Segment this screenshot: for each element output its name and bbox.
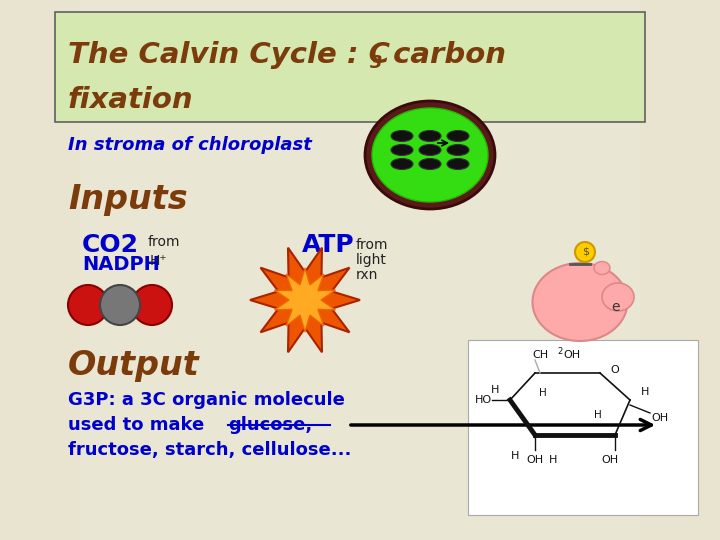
Bar	[468, 340, 698, 515]
Ellipse shape	[419, 145, 441, 156]
Ellipse shape	[372, 108, 488, 202]
Text: from: from	[148, 235, 181, 249]
Text: e: e	[611, 300, 619, 314]
Polygon shape	[274, 268, 336, 332]
Text: fixation: fixation	[68, 86, 194, 114]
Ellipse shape	[447, 131, 469, 141]
Text: fructose, starch, cellulose...: fructose, starch, cellulose...	[68, 441, 351, 459]
Ellipse shape	[419, 131, 441, 141]
Text: ATP: ATP	[302, 233, 355, 257]
Text: light: light	[356, 253, 387, 267]
Text: HO: HO	[474, 395, 492, 405]
Text: OH: OH	[601, 455, 618, 465]
Text: H: H	[594, 410, 602, 420]
Text: H: H	[549, 455, 557, 465]
Text: In stroma of chloroplast: In stroma of chloroplast	[68, 136, 312, 154]
Bar	[80, 0, 640, 540]
Ellipse shape	[391, 131, 413, 141]
Text: O: O	[611, 365, 619, 375]
Text: H: H	[510, 451, 519, 461]
Ellipse shape	[602, 283, 634, 311]
Text: OH: OH	[564, 350, 580, 360]
Circle shape	[575, 242, 595, 262]
Text: carbon: carbon	[383, 41, 506, 69]
Circle shape	[132, 285, 172, 325]
Text: G3P: a 3C organic molecule: G3P: a 3C organic molecule	[68, 391, 345, 409]
Ellipse shape	[365, 101, 495, 209]
Text: H: H	[641, 387, 649, 397]
Text: NADPH: NADPH	[82, 255, 160, 274]
Text: CH: CH	[532, 350, 548, 360]
Ellipse shape	[419, 159, 441, 170]
Polygon shape	[250, 248, 360, 352]
Text: Inputs: Inputs	[68, 184, 188, 217]
Circle shape	[100, 285, 140, 325]
Text: used to make: used to make	[68, 416, 210, 434]
Ellipse shape	[447, 159, 469, 170]
Text: H⁺: H⁺	[150, 254, 168, 268]
Bar	[55, 12, 645, 122]
Text: H: H	[539, 388, 547, 398]
Text: CO2: CO2	[82, 233, 139, 257]
Ellipse shape	[391, 159, 413, 170]
Text: OH: OH	[526, 455, 544, 465]
Ellipse shape	[594, 261, 610, 274]
Circle shape	[68, 285, 108, 325]
Text: $: $	[582, 247, 589, 257]
Text: Output: Output	[68, 348, 199, 381]
Text: 2: 2	[557, 348, 562, 356]
Text: H: H	[491, 385, 499, 395]
Text: rxn: rxn	[356, 268, 379, 282]
Text: The Calvin Cycle : C: The Calvin Cycle : C	[68, 41, 390, 69]
Text: OH: OH	[652, 413, 669, 423]
Text: glucose,: glucose,	[228, 416, 312, 434]
Text: from: from	[356, 238, 389, 252]
Ellipse shape	[533, 263, 628, 341]
Ellipse shape	[391, 145, 413, 156]
Text: 3: 3	[370, 54, 382, 72]
Ellipse shape	[447, 145, 469, 156]
